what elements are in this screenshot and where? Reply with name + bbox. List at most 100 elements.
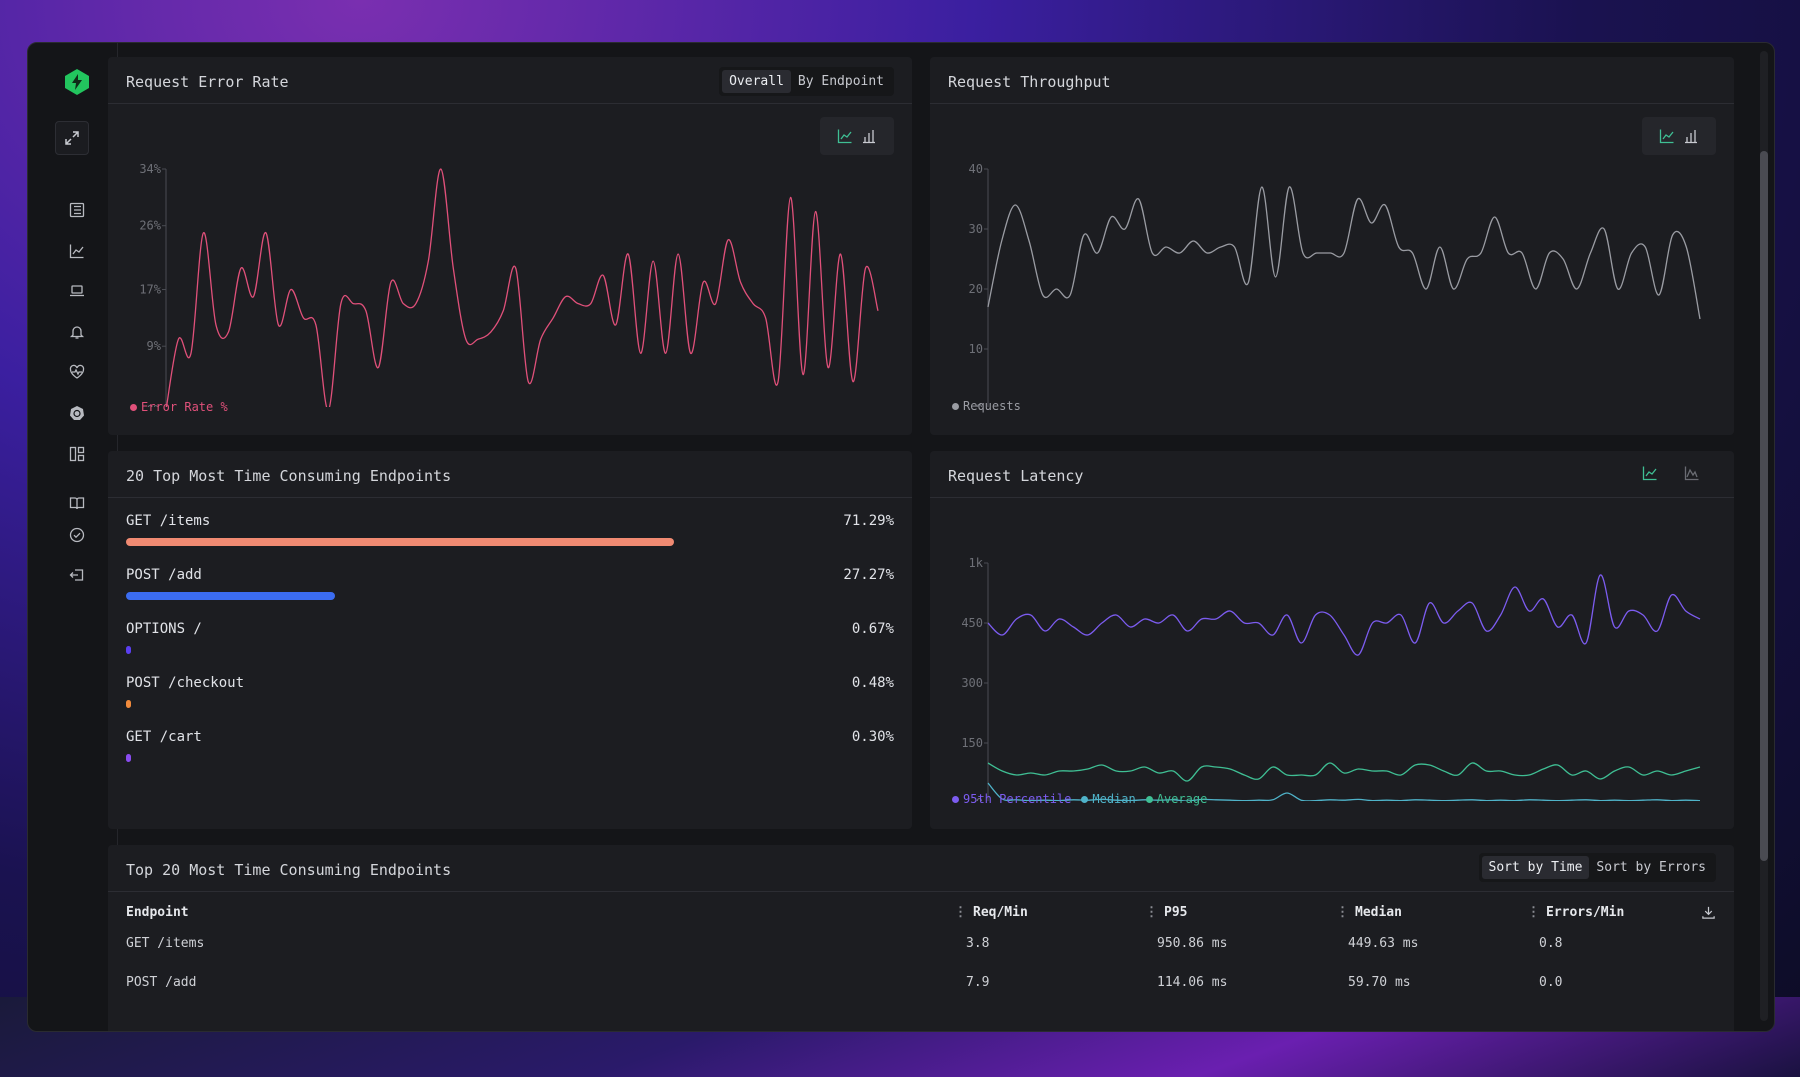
check-circle-icon[interactable] xyxy=(36,520,118,550)
bar-fill xyxy=(126,700,131,708)
tab-sort-by-time[interactable]: Sort by Time xyxy=(1481,856,1590,879)
y-tick-label: 20 xyxy=(969,282,983,296)
bell-icon[interactable] xyxy=(36,317,118,347)
kubernetes-icon[interactable] xyxy=(36,398,118,428)
endpoints-table-panel: Top 20 Most Time Consuming Endpoints Sor… xyxy=(108,845,1734,1031)
y-tick-label: 0 xyxy=(976,796,983,801)
table-cell: 114.06 ms xyxy=(1157,975,1228,990)
sort-toggle: Sort by Time Sort by Errors xyxy=(1478,853,1716,882)
y-tick-label: 40 xyxy=(969,162,983,176)
area-chart-icon[interactable] xyxy=(1684,465,1700,481)
series-line-95th-percentile xyxy=(987,574,1701,656)
legend-label: Error Rate % xyxy=(141,400,228,414)
bar-fill xyxy=(126,754,131,762)
table-cell[interactable]: POST /add xyxy=(126,975,197,990)
y-tick-label: 0% xyxy=(147,403,162,407)
panel-title: 20 Top Most Time Consuming Endpoints xyxy=(126,467,452,485)
bar-chart-icon[interactable] xyxy=(1683,128,1699,144)
panel-title: Top 20 Most Time Consuming Endpoints xyxy=(126,861,452,879)
latency-legend: 95th Percentile Median Average xyxy=(952,792,1207,806)
laptop-icon[interactable] xyxy=(36,276,118,306)
logout-icon[interactable] xyxy=(36,560,118,590)
endpoint-bar-row[interactable]: OPTIONS / 0.67% xyxy=(126,621,894,661)
app-window: Request Error Rate Overall By Endpoint 0… xyxy=(27,42,1775,1032)
bar-track xyxy=(126,538,894,546)
column-header-errors-min[interactable]: ⋮ Errors/Min xyxy=(1527,905,1625,920)
tab-sort-by-errors[interactable]: Sort by Errors xyxy=(1596,860,1706,875)
latency-chart: 01503004501kMay 15 17:05:00.000May 15 17… xyxy=(961,556,1701,801)
series-line-requests xyxy=(987,186,1701,320)
divider xyxy=(108,103,912,104)
error-rate-chart: 0%9%17%26%34%May 15 17:05:00.000May 15 1… xyxy=(139,162,879,407)
endpoint-percentage: 0.67% xyxy=(851,621,894,637)
tab-overall[interactable]: Overall xyxy=(722,70,791,93)
endpoint-bar-row[interactable]: GET /items 71.29% xyxy=(126,513,894,553)
line-chart-icon[interactable] xyxy=(837,128,853,144)
y-tick-label: 9% xyxy=(147,339,162,353)
column-header-req-min[interactable]: ⋮ Req/Min xyxy=(954,905,1028,920)
endpoint-bar-row[interactable]: GET /cart 0.30% xyxy=(126,729,894,769)
error-rate-legend: Error Rate % xyxy=(130,400,228,414)
logo-icon[interactable] xyxy=(36,67,118,97)
list-icon[interactable] xyxy=(36,195,118,225)
scrollbar-thumb[interactable] xyxy=(1760,151,1768,861)
legend-label: Average xyxy=(1156,792,1208,806)
bar-track xyxy=(126,754,894,762)
line-chart-icon[interactable] xyxy=(36,236,118,266)
table-cell: 59.70 ms xyxy=(1348,975,1411,990)
panel-title: Request Latency xyxy=(948,467,1084,485)
chart-type-toggle[interactable] xyxy=(1642,117,1716,155)
column-header-median[interactable]: ⋮ Median xyxy=(1336,905,1402,920)
column-header-endpoint[interactable]: Endpoint xyxy=(126,905,189,920)
legend-item: 95th Percentile xyxy=(952,792,1071,806)
y-tick-label: 150 xyxy=(961,736,983,750)
endpoint-bar-row[interactable]: POST /add 27.27% xyxy=(126,567,894,607)
line-chart-icon[interactable] xyxy=(1642,465,1658,481)
endpoint-label: OPTIONS / xyxy=(126,621,202,637)
table-cell: 7.9 xyxy=(966,975,990,990)
y-tick-label: 26% xyxy=(139,219,161,233)
endpoint-percentage: 27.27% xyxy=(843,567,894,583)
throughput-panel: Request Throughput 010203040May 15 17:05… xyxy=(930,57,1734,435)
endpoint-percentage: 71.29% xyxy=(843,513,894,529)
book-icon[interactable] xyxy=(36,488,118,518)
endpoint-label: POST /checkout xyxy=(126,675,245,691)
series-line-average xyxy=(987,762,1701,782)
y-tick-label: 17% xyxy=(139,283,161,297)
download-icon[interactable] xyxy=(1701,905,1716,920)
series-line-median xyxy=(987,782,1701,801)
throughput-legend: Requests xyxy=(952,399,1021,413)
y-tick-label: 0 xyxy=(976,402,983,407)
table-cell: 0.8 xyxy=(1539,936,1563,951)
bar-track xyxy=(126,700,894,708)
legend-item: Median xyxy=(1081,792,1136,806)
main-content: Request Error Rate Overall By Endpoint 0… xyxy=(108,43,1744,1031)
bar-fill xyxy=(126,592,336,600)
tab-by-endpoint[interactable]: By Endpoint xyxy=(797,74,884,89)
endpoint-percentage: 0.48% xyxy=(851,675,894,691)
table-cell: 950.86 ms xyxy=(1157,936,1228,951)
y-tick-label: 10 xyxy=(969,342,983,356)
panel-title: Request Error Rate xyxy=(126,73,289,91)
endpoint-bar-row[interactable]: POST /checkout 0.48% xyxy=(126,675,894,715)
legend-label: 95th Percentile xyxy=(963,792,1072,806)
scrollbar[interactable] xyxy=(1760,51,1768,1021)
layout-icon[interactable] xyxy=(36,439,118,469)
top-endpoints-panel: 20 Top Most Time Consuming Endpoints GET… xyxy=(108,451,912,829)
table-cell: 3.8 xyxy=(966,936,990,951)
sidebar xyxy=(36,43,118,1031)
bar-track xyxy=(126,592,894,600)
heart-pulse-icon[interactable] xyxy=(36,357,118,387)
line-chart-icon[interactable] xyxy=(1659,128,1675,144)
table-cell[interactable]: GET /items xyxy=(126,936,205,951)
y-tick-label: 30 xyxy=(969,222,983,236)
bar-fill xyxy=(126,538,674,546)
chart-type-toggle[interactable] xyxy=(820,117,894,155)
divider xyxy=(108,497,912,498)
latency-panel: Request Latency 01503004501kMay 15 17:05… xyxy=(930,451,1734,829)
expand-icon[interactable] xyxy=(55,121,89,155)
y-tick-label: 300 xyxy=(961,676,983,690)
error-rate-panel: Request Error Rate Overall By Endpoint 0… xyxy=(108,57,912,435)
bar-chart-icon[interactable] xyxy=(861,128,877,144)
column-header-p95[interactable]: ⋮ P95 xyxy=(1145,905,1188,920)
